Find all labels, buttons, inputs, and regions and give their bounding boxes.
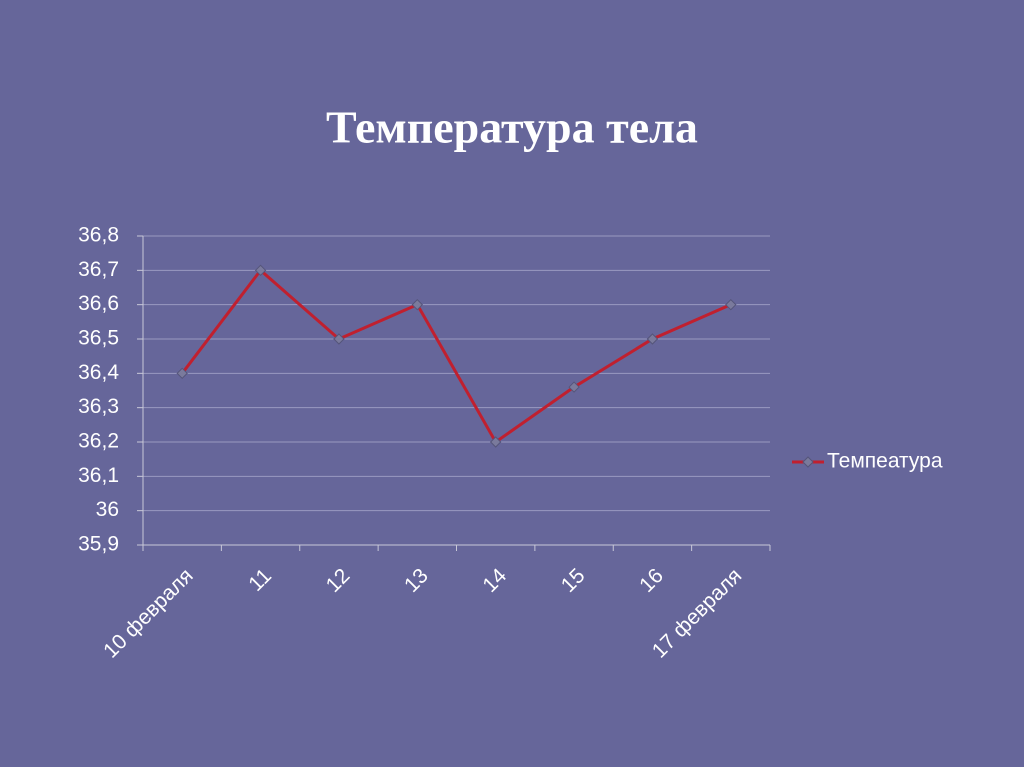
data-point <box>489 436 502 448</box>
legend-label: Темпеатура <box>827 450 943 473</box>
data-point <box>411 298 424 311</box>
data-point <box>176 367 188 380</box>
y-tick-label: 35,9 <box>78 533 119 556</box>
data-point <box>568 381 580 393</box>
data-line <box>180 268 732 445</box>
y-tick-label: 36,7 <box>78 258 119 281</box>
data-point <box>646 333 659 345</box>
chart-title: Температура тела <box>326 102 698 153</box>
y-tick-label: 36,8 <box>78 224 119 247</box>
data-point <box>254 264 267 277</box>
y-tick-label: 36,2 <box>78 430 119 453</box>
y-tick-label: 36,5 <box>78 327 119 350</box>
data-point <box>333 333 345 345</box>
y-tick-label: 36,3 <box>78 395 119 418</box>
y-tick-label: 36,6 <box>78 292 119 315</box>
legend-marker <box>802 456 814 468</box>
y-tick-label: 36 <box>96 498 119 521</box>
data-point <box>725 298 737 311</box>
y-tick-label: 36,4 <box>78 361 119 384</box>
y-tick-label: 36,1 <box>78 464 119 487</box>
